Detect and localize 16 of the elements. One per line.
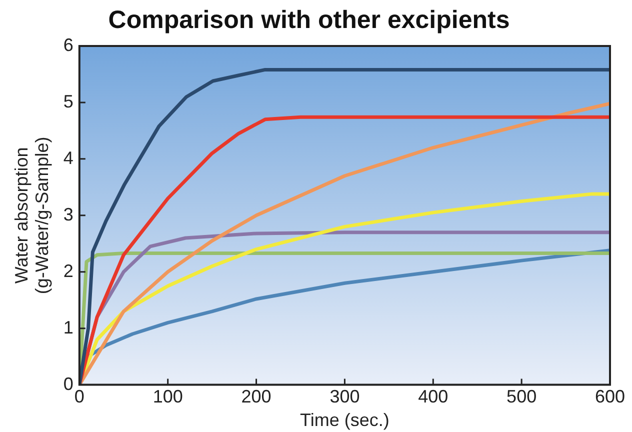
x-tick-label: 300 [330,386,360,407]
y-tick-label: 1 [63,317,74,338]
chart-title: Comparison with other excipients [108,6,510,34]
y-tick-label: 0 [63,374,74,394]
x-tick-label: 500 [506,386,537,407]
x-tick-label: 400 [418,386,448,407]
y-tick-label: 2 [63,260,74,281]
x-tick-label: 200 [241,386,272,407]
y-tick-label: 3 [63,204,74,224]
y-tick-label: 4 [63,148,74,168]
y-axis-title: Water absorption (g-Water/g-Sample) [11,136,52,294]
x-tick-label: 600 [594,386,626,407]
y-tick-label: 6 [63,34,74,55]
y-tick-label: 5 [63,91,74,112]
x-tick-label: 100 [152,386,183,407]
x-axis-title: Time (sec.) [300,410,390,430]
